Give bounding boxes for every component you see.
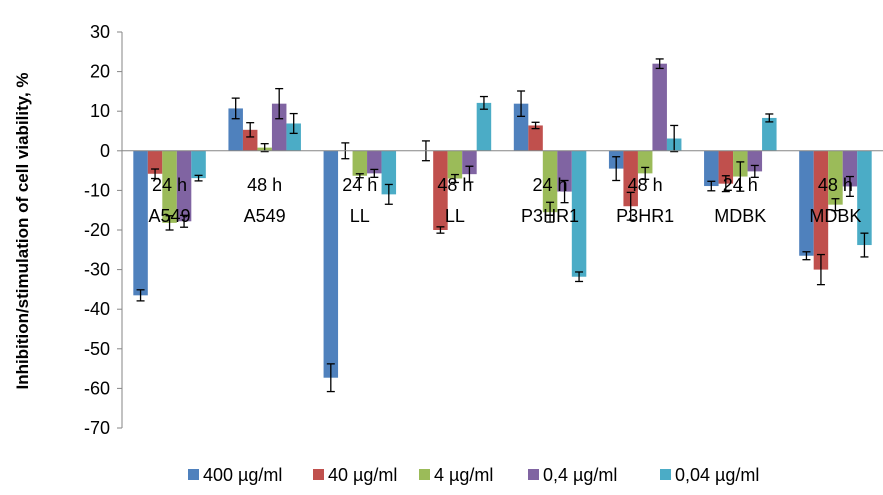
category-label: A549 (149, 206, 191, 226)
bar (462, 150, 477, 175)
bar (857, 150, 872, 246)
legend-swatch (313, 469, 324, 480)
legend-label: 400 µg/ml (203, 465, 282, 485)
category-label: 48 h (818, 175, 853, 195)
category-label: 24 h (342, 175, 377, 195)
bar (191, 150, 206, 179)
category-label: LL (445, 206, 465, 226)
bar (762, 117, 777, 151)
legend-swatch (188, 469, 199, 480)
bar (528, 125, 543, 151)
y-tick-label: -20 (84, 220, 110, 240)
legend-swatch (419, 469, 430, 480)
y-axis-title: Inhibition/stimulation of cell viability… (13, 72, 32, 389)
bar (367, 150, 382, 174)
category-label: P3HR1 (521, 206, 579, 226)
bar (271, 103, 287, 151)
y-tick-label: -70 (84, 418, 110, 438)
category-label: 24 h (152, 175, 187, 195)
bar (162, 150, 177, 223)
y-axis: 30 20 10 0 -10 -20 -30 -40 -50 -60 -70 (84, 22, 123, 438)
bar (828, 150, 843, 205)
y-tick-label: -30 (84, 260, 110, 280)
legend: 400 µg/ml 40 µg/ml 4 µg/ml 0,4 µg/ml 0,04 µg… (188, 465, 759, 485)
bar (147, 150, 163, 174)
bar (571, 150, 587, 277)
bar (557, 150, 572, 192)
bar (381, 150, 397, 195)
bar (352, 150, 368, 176)
bar (176, 150, 192, 222)
category-label: A549 (244, 206, 286, 226)
y-tick-label: 30 (90, 22, 110, 42)
legend-label: 0,4 µg/ml (543, 465, 617, 485)
y-tick-label: -60 (84, 378, 110, 398)
category-label: 48 h (437, 175, 472, 195)
plot-area (122, 58, 883, 393)
category-label: MDBK (714, 206, 766, 226)
y-tick-label: 0 (100, 141, 110, 161)
y-tick-label: -10 (84, 180, 110, 200)
legend-label: 4 µg/ml (434, 465, 493, 485)
bar (704, 150, 719, 187)
legend-swatch (660, 469, 671, 480)
bar (842, 150, 858, 187)
y-tick-label: 20 (90, 62, 110, 82)
bar (813, 150, 829, 270)
bar (433, 150, 448, 230)
category-label: 48 h (628, 175, 663, 195)
legend-label: 0,04 µg/ml (675, 465, 759, 485)
bar (799, 150, 814, 256)
bar (323, 150, 339, 378)
bar (286, 123, 301, 151)
category-label: MDBK (809, 206, 861, 226)
bar (133, 150, 148, 296)
legend-label: 40 µg/ml (328, 465, 397, 485)
bar (242, 129, 258, 151)
y-tick-label: -40 (84, 299, 110, 319)
category-label: 24 h (723, 175, 758, 195)
legend-swatch (528, 469, 539, 480)
bar (652, 63, 667, 151)
bar (476, 102, 492, 151)
y-tick-label: -50 (84, 339, 110, 359)
category-label: P3HR1 (616, 206, 674, 226)
bar (447, 150, 463, 179)
bar (542, 150, 558, 213)
bar (747, 150, 763, 172)
category-label: 48 h (247, 175, 282, 195)
category-label: 24 h (533, 175, 568, 195)
bar (513, 103, 529, 151)
category-label: LL (350, 206, 370, 226)
y-tick-label: 10 (90, 101, 110, 121)
category-labels: 24 h A549 48 h A549 24 h LL 48 h LL 24 h P3HR1 48 … (149, 175, 862, 226)
